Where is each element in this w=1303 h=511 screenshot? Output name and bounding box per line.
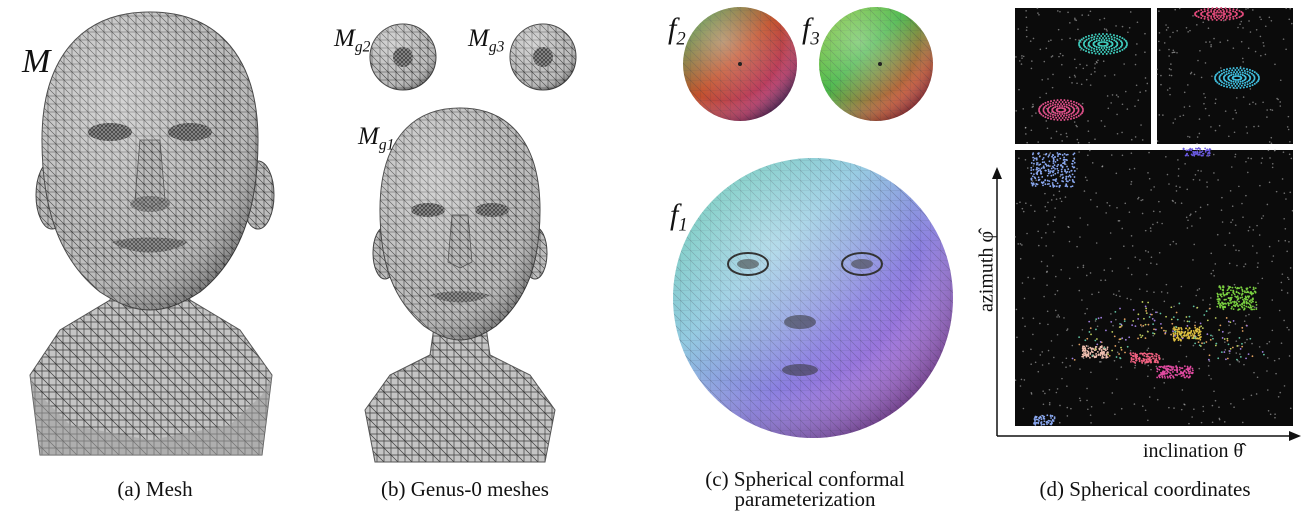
mesh-g1-label: Mg1 (358, 124, 394, 153)
f2-sub: 2 (676, 28, 686, 50)
mesh-g3-base: M (468, 25, 489, 52)
f1-sub: 1 (678, 214, 688, 236)
plot-main (1015, 150, 1293, 426)
f1-label: f1 (670, 200, 688, 235)
f1-base: f (670, 198, 679, 231)
panel-c: f2 f3 f1 (c) Spherical conformal paramet… (640, 0, 970, 511)
f3-sub: 3 (810, 28, 820, 50)
panel-b: Mg2 Mg3 Mg1 (b) Genus-0 meshes (300, 0, 600, 507)
caption-c-line1: (c) Spherical conformal (705, 467, 905, 491)
caption-a: (a) Mesh (117, 477, 193, 501)
spherical-coordinates-plots (992, 7, 1301, 441)
mesh-g1-base: M (358, 123, 379, 150)
mesh-label-text: M (22, 43, 51, 80)
mesh-g2-sub: g2 (354, 38, 371, 56)
y-axis-label: azimuth φ̂ (975, 231, 998, 312)
mesh-g1-sub: g1 (378, 136, 395, 154)
mesh-g2-label: Mg2 (334, 26, 370, 55)
mesh-g2-base: M (334, 25, 355, 52)
caption-b: (b) Genus-0 meshes (381, 477, 549, 501)
f3-label: f3 (802, 14, 820, 49)
x-axis-label: inclination θ̂ (1143, 440, 1244, 462)
head-mesh-image (29, 11, 275, 456)
spherical-parameterization-image (673, 7, 953, 438)
panel-d: azimuth φ̂ inclination θ̂ (d) Spherical … (975, 0, 1303, 507)
mesh-g3-sub: g3 (488, 38, 505, 56)
caption-c-line2: parameterization (734, 486, 876, 511)
mesh-label: M (22, 45, 50, 79)
panel-a: M (a) Mesh (0, 0, 300, 507)
f3-base: f (802, 12, 811, 45)
caption-c: (c) Spherical conformal parameterization (670, 467, 940, 511)
f2-base: f (668, 12, 677, 45)
caption-d: (d) Spherical coordinates (1039, 477, 1251, 501)
genus0-meshes-image (364, 23, 577, 463)
mesh-g3-label: Mg3 (468, 26, 504, 55)
f2-label: f2 (668, 14, 686, 49)
plot-top-left (1015, 8, 1151, 144)
